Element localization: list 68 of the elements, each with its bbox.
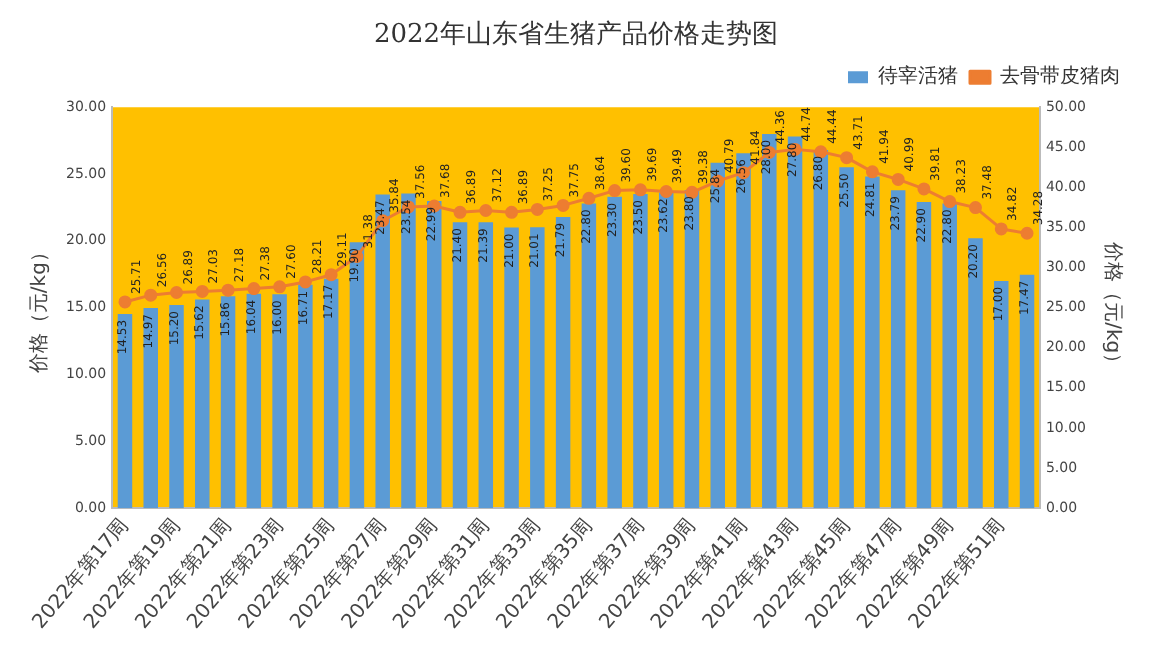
bar — [865, 176, 880, 509]
bar — [942, 203, 957, 509]
bar — [684, 190, 700, 509]
point — [633, 183, 647, 197]
point — [659, 184, 673, 198]
point — [891, 172, 905, 186]
bar — [890, 190, 906, 509]
bar — [581, 203, 597, 509]
bar — [478, 222, 494, 509]
point — [170, 286, 184, 300]
bar — [787, 136, 803, 509]
point — [582, 191, 596, 205]
bar — [272, 294, 287, 509]
bar — [839, 167, 854, 509]
point — [1020, 226, 1034, 240]
bar — [658, 192, 674, 509]
bar — [375, 194, 390, 509]
point — [556, 198, 570, 212]
bar — [427, 200, 442, 509]
point — [324, 268, 338, 282]
y-axis-title: 价格（元/kg） — [27, 242, 52, 376]
bar — [1019, 274, 1035, 509]
y2-axis-title: 价格（元/kg） — [1100, 240, 1125, 374]
bar — [169, 304, 184, 509]
bar — [710, 162, 725, 509]
point — [505, 205, 519, 219]
bar — [916, 202, 932, 509]
bar — [452, 222, 468, 509]
bar — [401, 193, 416, 509]
point — [685, 185, 699, 199]
point — [968, 201, 982, 215]
bar — [117, 313, 133, 509]
bar — [504, 227, 519, 509]
point — [608, 184, 622, 198]
bar — [530, 227, 545, 509]
point — [298, 275, 312, 289]
point — [195, 284, 209, 298]
point — [865, 165, 879, 179]
bar — [736, 153, 751, 509]
legend-label: 去骨带皮猪肉 — [1000, 64, 1120, 89]
point — [221, 283, 235, 297]
chart-title: 2022年山东省生猪产品价格走势图 — [373, 20, 779, 51]
point — [479, 203, 493, 217]
point — [118, 295, 132, 309]
bar — [220, 296, 236, 509]
bar — [555, 216, 571, 509]
bar — [633, 194, 648, 509]
point — [273, 280, 287, 294]
point — [453, 205, 467, 219]
point — [943, 195, 957, 209]
bar — [994, 280, 1009, 509]
point — [917, 182, 931, 196]
bar — [323, 278, 339, 509]
bar — [607, 196, 622, 509]
point — [994, 222, 1008, 236]
bar — [143, 308, 158, 509]
bar — [813, 149, 829, 509]
bar — [349, 242, 365, 509]
point — [247, 282, 261, 296]
point — [530, 202, 544, 216]
bar — [246, 293, 262, 509]
bar — [762, 133, 777, 509]
point — [144, 288, 158, 302]
point — [840, 151, 854, 165]
legend-label: 待宰活猪 — [878, 64, 958, 89]
bar — [968, 238, 983, 509]
bar — [195, 299, 210, 509]
bar — [298, 284, 313, 509]
